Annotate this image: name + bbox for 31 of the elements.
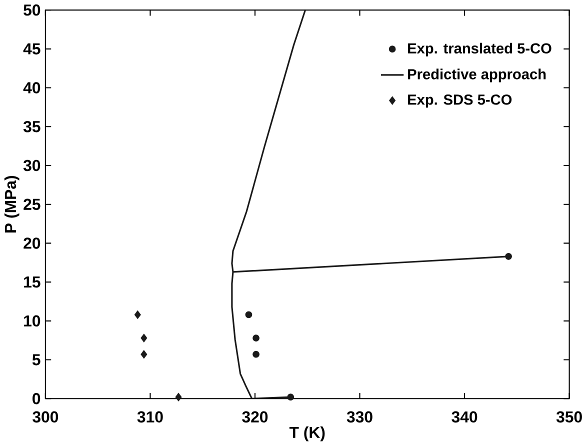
y-tick-label: 0	[32, 393, 40, 404]
legend-label: Predictive approach	[408, 68, 546, 82]
x-tick-label: 350	[556, 411, 582, 423]
legend-label: Exp. SDS 5-CO	[408, 94, 512, 108]
y-tick-label: 15	[24, 276, 40, 288]
point	[287, 394, 294, 401]
y-tick-label: 45	[23, 44, 40, 55]
x-tick-label: 340	[452, 411, 478, 423]
y-tick-label: 10	[24, 315, 40, 327]
y-tick-label: 5	[32, 354, 40, 366]
point	[134, 310, 141, 320]
legend-label: Exp. translated 5-CO	[408, 43, 552, 57]
x-tick-label: 300	[32, 411, 58, 423]
point	[140, 334, 148, 342]
point	[252, 334, 260, 342]
x-axis-title: T (K)	[289, 426, 325, 442]
x-tick-label: 310	[137, 411, 163, 423]
x-tick-label: 320	[242, 411, 268, 423]
x-tick-label: 330	[346, 411, 372, 423]
point	[505, 253, 512, 260]
y-tick-label: 30	[23, 160, 40, 172]
point	[175, 393, 182, 402]
y-axis-title: P (MPa)	[4, 176, 20, 233]
y-tick-label: 40	[23, 82, 40, 94]
y-tick-label: 25	[24, 198, 40, 210]
y-tick-label: 50	[24, 4, 40, 16]
point	[245, 311, 252, 318]
y-tick-label: 35	[23, 121, 40, 132]
point	[140, 350, 148, 359]
point	[252, 351, 260, 358]
y-tick-label: 20	[24, 238, 40, 250]
